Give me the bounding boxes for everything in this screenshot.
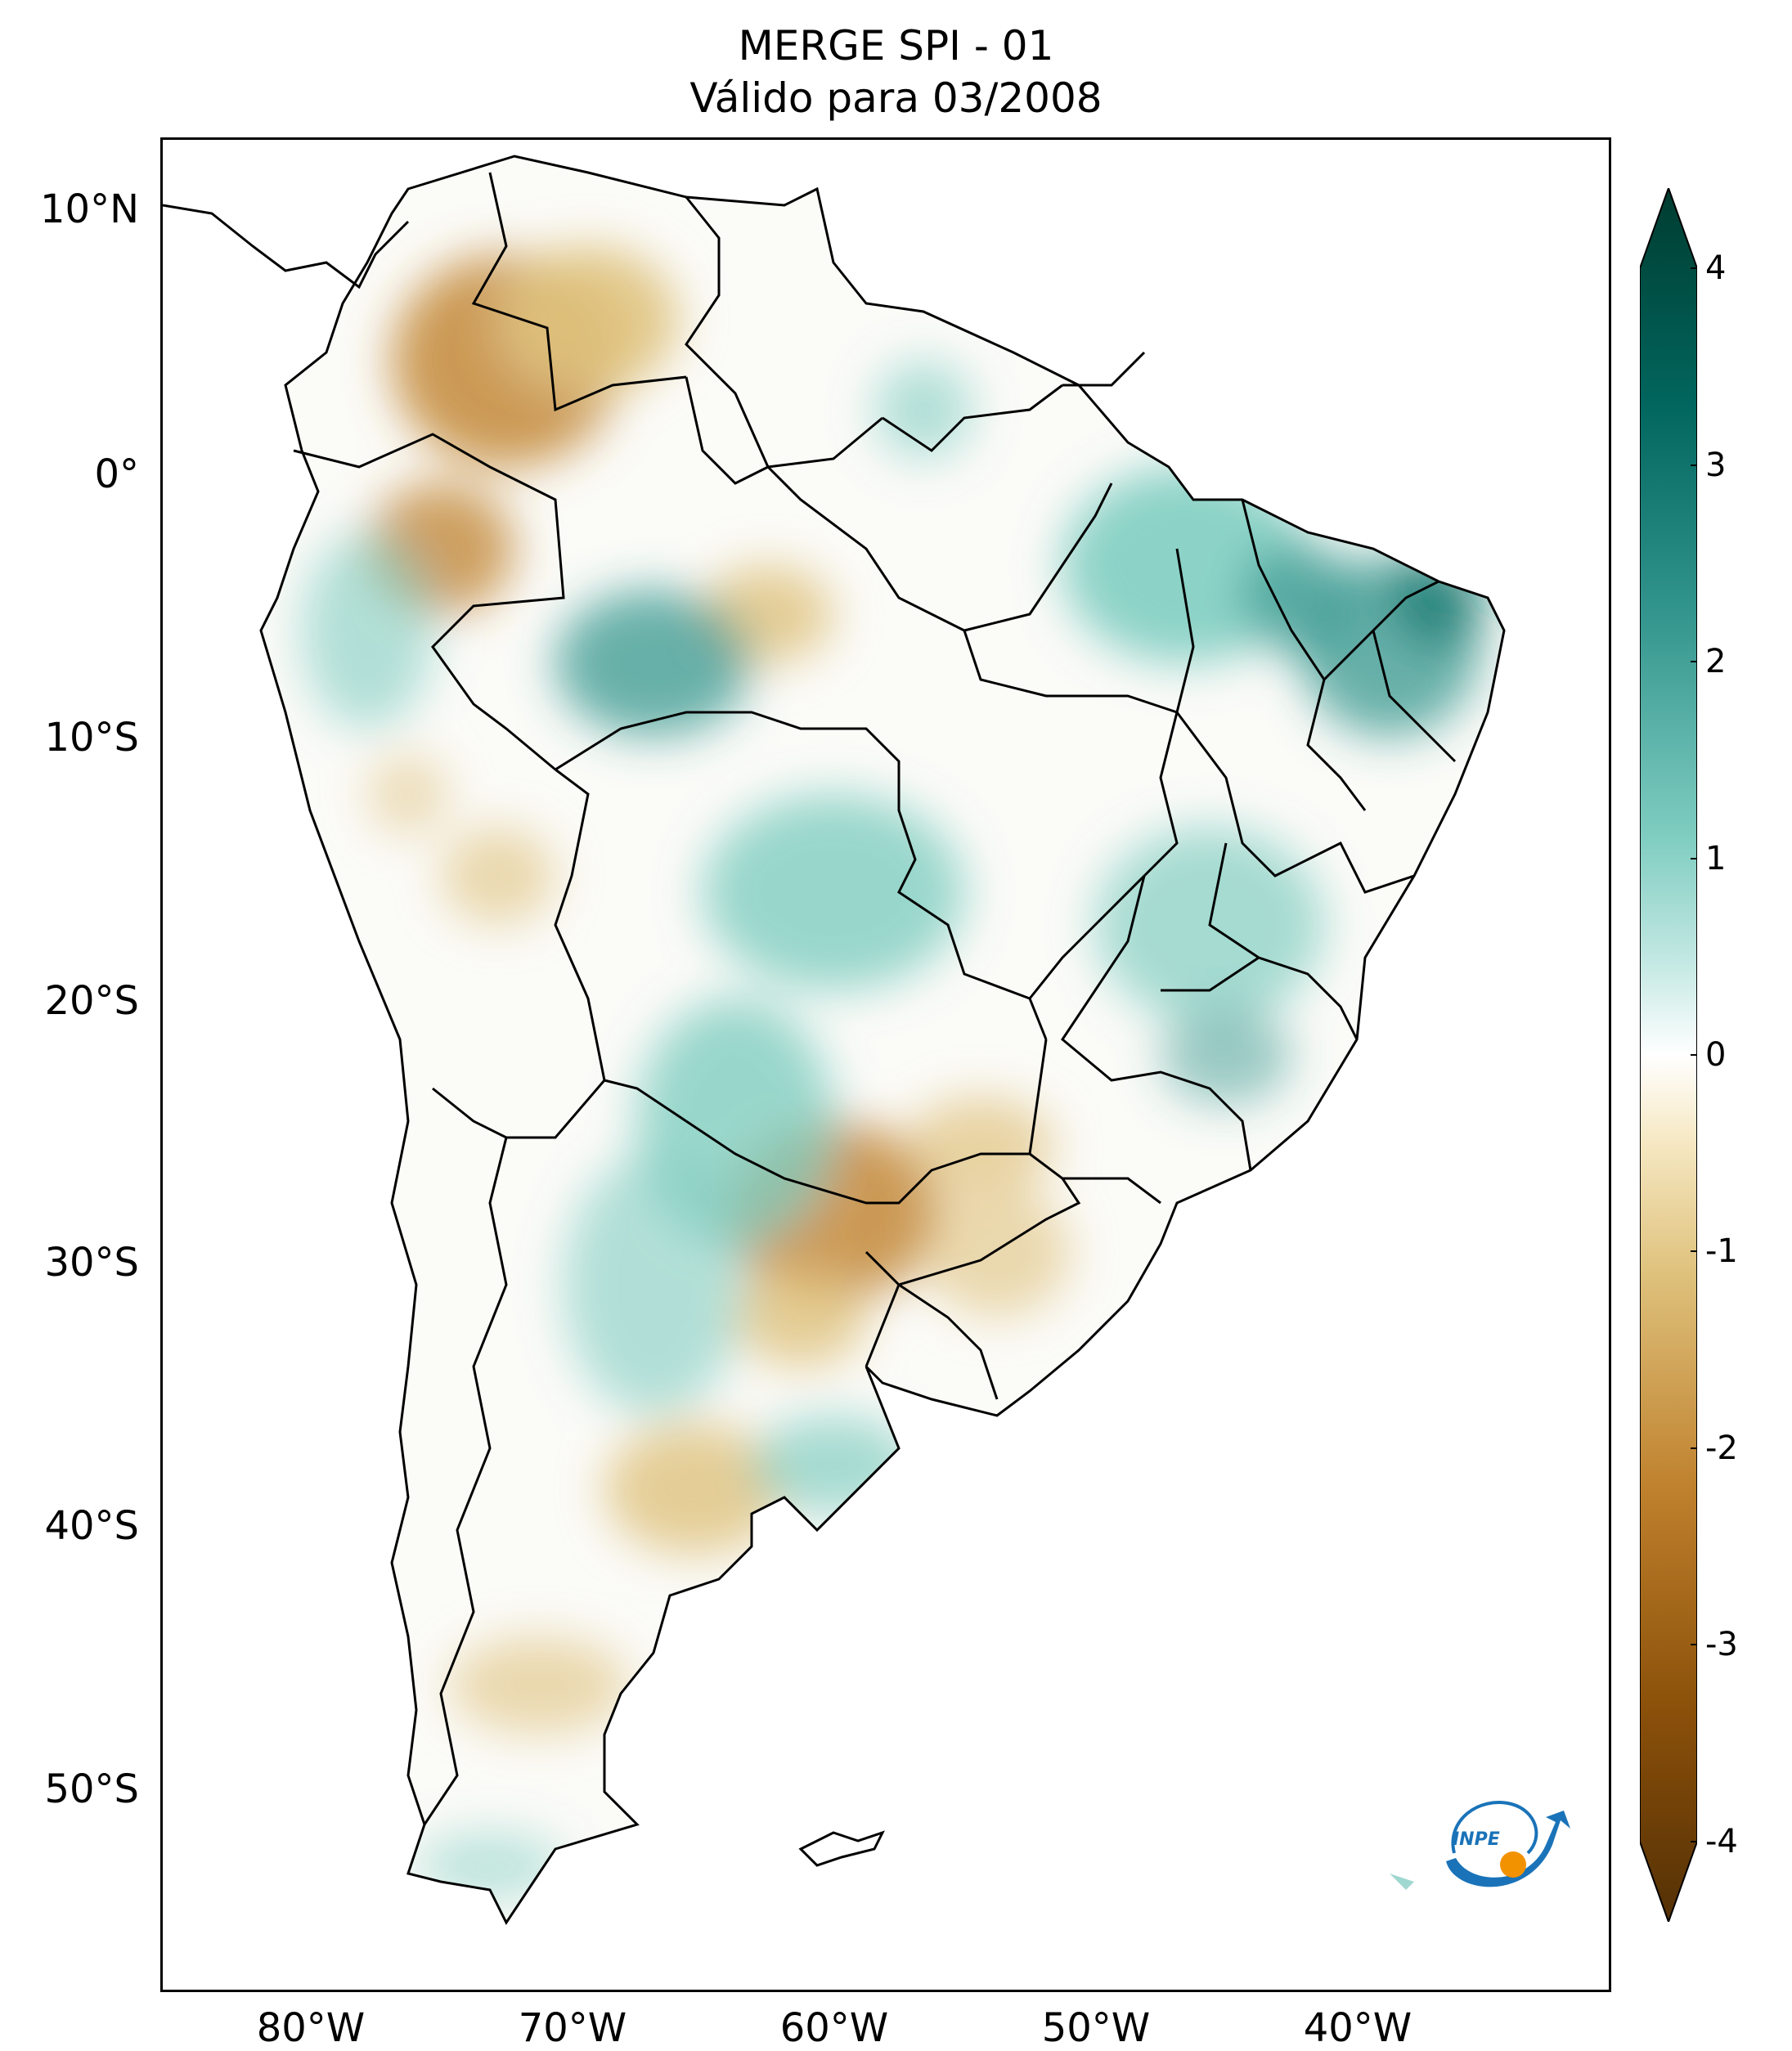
logo-arrow (1446, 1811, 1570, 1887)
colorbar-ramp (1640, 188, 1697, 1922)
lat-label-0: 0° (94, 451, 139, 497)
colorbar-label-1: 1 (1705, 840, 1727, 877)
colorbar-ticks (1691, 267, 1697, 1842)
lon-label-80w: 80°W (256, 2005, 366, 2051)
map-subtitle: Válido para 03/2008 (689, 74, 1103, 122)
lat-label-30s: 30°S (44, 1240, 139, 1286)
south-america-map (163, 155, 1506, 1925)
lon-label-60w: 60°W (779, 2005, 889, 2051)
colorbar-label-minus1: -1 (1705, 1232, 1738, 1270)
colorbar-label-minus2: -2 (1705, 1429, 1738, 1467)
south-georgia (1390, 1874, 1414, 1890)
lat-label-10s: 10°S (44, 715, 139, 761)
lat-label-50s: 50°S (44, 1766, 139, 1812)
inpe-logo: INPE (1446, 1801, 1570, 1887)
lon-label-50w: 50°W (1041, 2005, 1151, 2051)
lon-label-70w: 70°W (518, 2005, 627, 2051)
lat-label-20s: 20°S (44, 978, 139, 1024)
colorbar-label-4: 4 (1705, 249, 1727, 287)
logo-thin-arc (1451, 1801, 1538, 1855)
map-panel (160, 137, 1611, 1992)
logo-text: INPE (1453, 1829, 1500, 1850)
coastline (259, 155, 1506, 1925)
logo-dot (1500, 1851, 1526, 1878)
central-america-coast (163, 204, 410, 289)
colorbar-label-minus3: -3 (1705, 1626, 1738, 1663)
map-title: MERGE SPI - 01 (738, 22, 1054, 70)
borders (293, 172, 1457, 1825)
colorbar-label-0: 0 (1705, 1036, 1727, 1074)
lon-label-40w: 40°W (1303, 2005, 1412, 2051)
colorbar-label-3: 3 (1705, 447, 1727, 484)
colorbar (1640, 188, 1697, 1922)
spi-field (261, 156, 1504, 1923)
lat-label-10n: 10°N (40, 186, 139, 232)
lat-label-40s: 40°S (44, 1503, 139, 1549)
colorbar-label-2: 2 (1705, 643, 1727, 680)
falkland-islands (798, 1830, 885, 1867)
colorbar-label-minus4: -4 (1705, 1823, 1738, 1860)
